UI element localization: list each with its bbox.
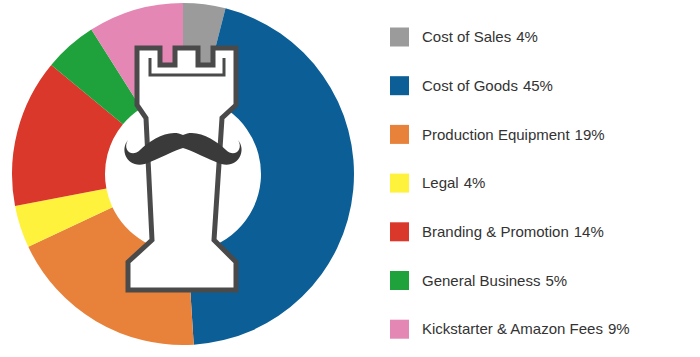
- rook-detail: [150, 58, 224, 75]
- legend-value: 9%: [608, 320, 630, 337]
- legend: Cost of Sales 4% Cost of Goods 45% Productio…: [390, 28, 630, 339]
- legend-category: General Business: [422, 272, 540, 289]
- legend-label: Branding & Promotion 14%: [422, 223, 604, 240]
- legend-item: Cost of Goods 45%: [390, 76, 553, 95]
- legend-item: General Business 5%: [390, 271, 567, 290]
- legend-item: Production Equipment 19%: [390, 125, 605, 144]
- legend-value: 14%: [574, 223, 604, 240]
- legend-label: Kickstarter & Amazon Fees 9%: [422, 320, 630, 337]
- chart: Cost of Sales 4% Cost of Goods 45% Productio…: [0, 0, 700, 357]
- legend-value: 4%: [464, 174, 486, 191]
- mustache: [124, 133, 241, 165]
- legend-swatch: [390, 320, 409, 339]
- legend-category: Production Equipment: [422, 126, 570, 143]
- legend-item: Branding & Promotion 14%: [390, 222, 604, 241]
- legend-category: Kickstarter & Amazon Fees: [422, 320, 603, 337]
- legend-category: Cost of Goods: [422, 77, 518, 94]
- rook-outline: [128, 48, 236, 290]
- legend-swatch: [390, 174, 409, 193]
- legend-value: 45%: [523, 77, 553, 94]
- legend-category: Legal: [422, 174, 459, 191]
- rook-icon: [124, 48, 241, 290]
- legend-swatch: [390, 222, 409, 241]
- legend-label: Production Equipment 19%: [422, 126, 605, 143]
- slices: [12, 3, 354, 345]
- legend-item: Kickstarter & Amazon Fees 9%: [390, 320, 630, 339]
- legend-value: 4%: [516, 28, 538, 45]
- legend-label: General Business 5%: [422, 272, 567, 289]
- legend-label: Cost of Goods 45%: [422, 77, 553, 94]
- legend-swatch: [390, 125, 409, 144]
- legend-label: Legal 4%: [422, 174, 485, 191]
- legend-item: Legal 4%: [390, 174, 485, 193]
- legend-label: Cost of Sales 4%: [422, 28, 538, 45]
- legend-item: Cost of Sales 4%: [390, 28, 538, 47]
- legend-category: Branding & Promotion: [422, 223, 569, 240]
- legend-swatch: [390, 28, 409, 47]
- legend-value: 19%: [575, 126, 605, 143]
- legend-category: Cost of Sales: [422, 28, 511, 45]
- legend-value: 5%: [545, 272, 567, 289]
- legend-swatch: [390, 271, 409, 290]
- legend-swatch: [390, 76, 409, 95]
